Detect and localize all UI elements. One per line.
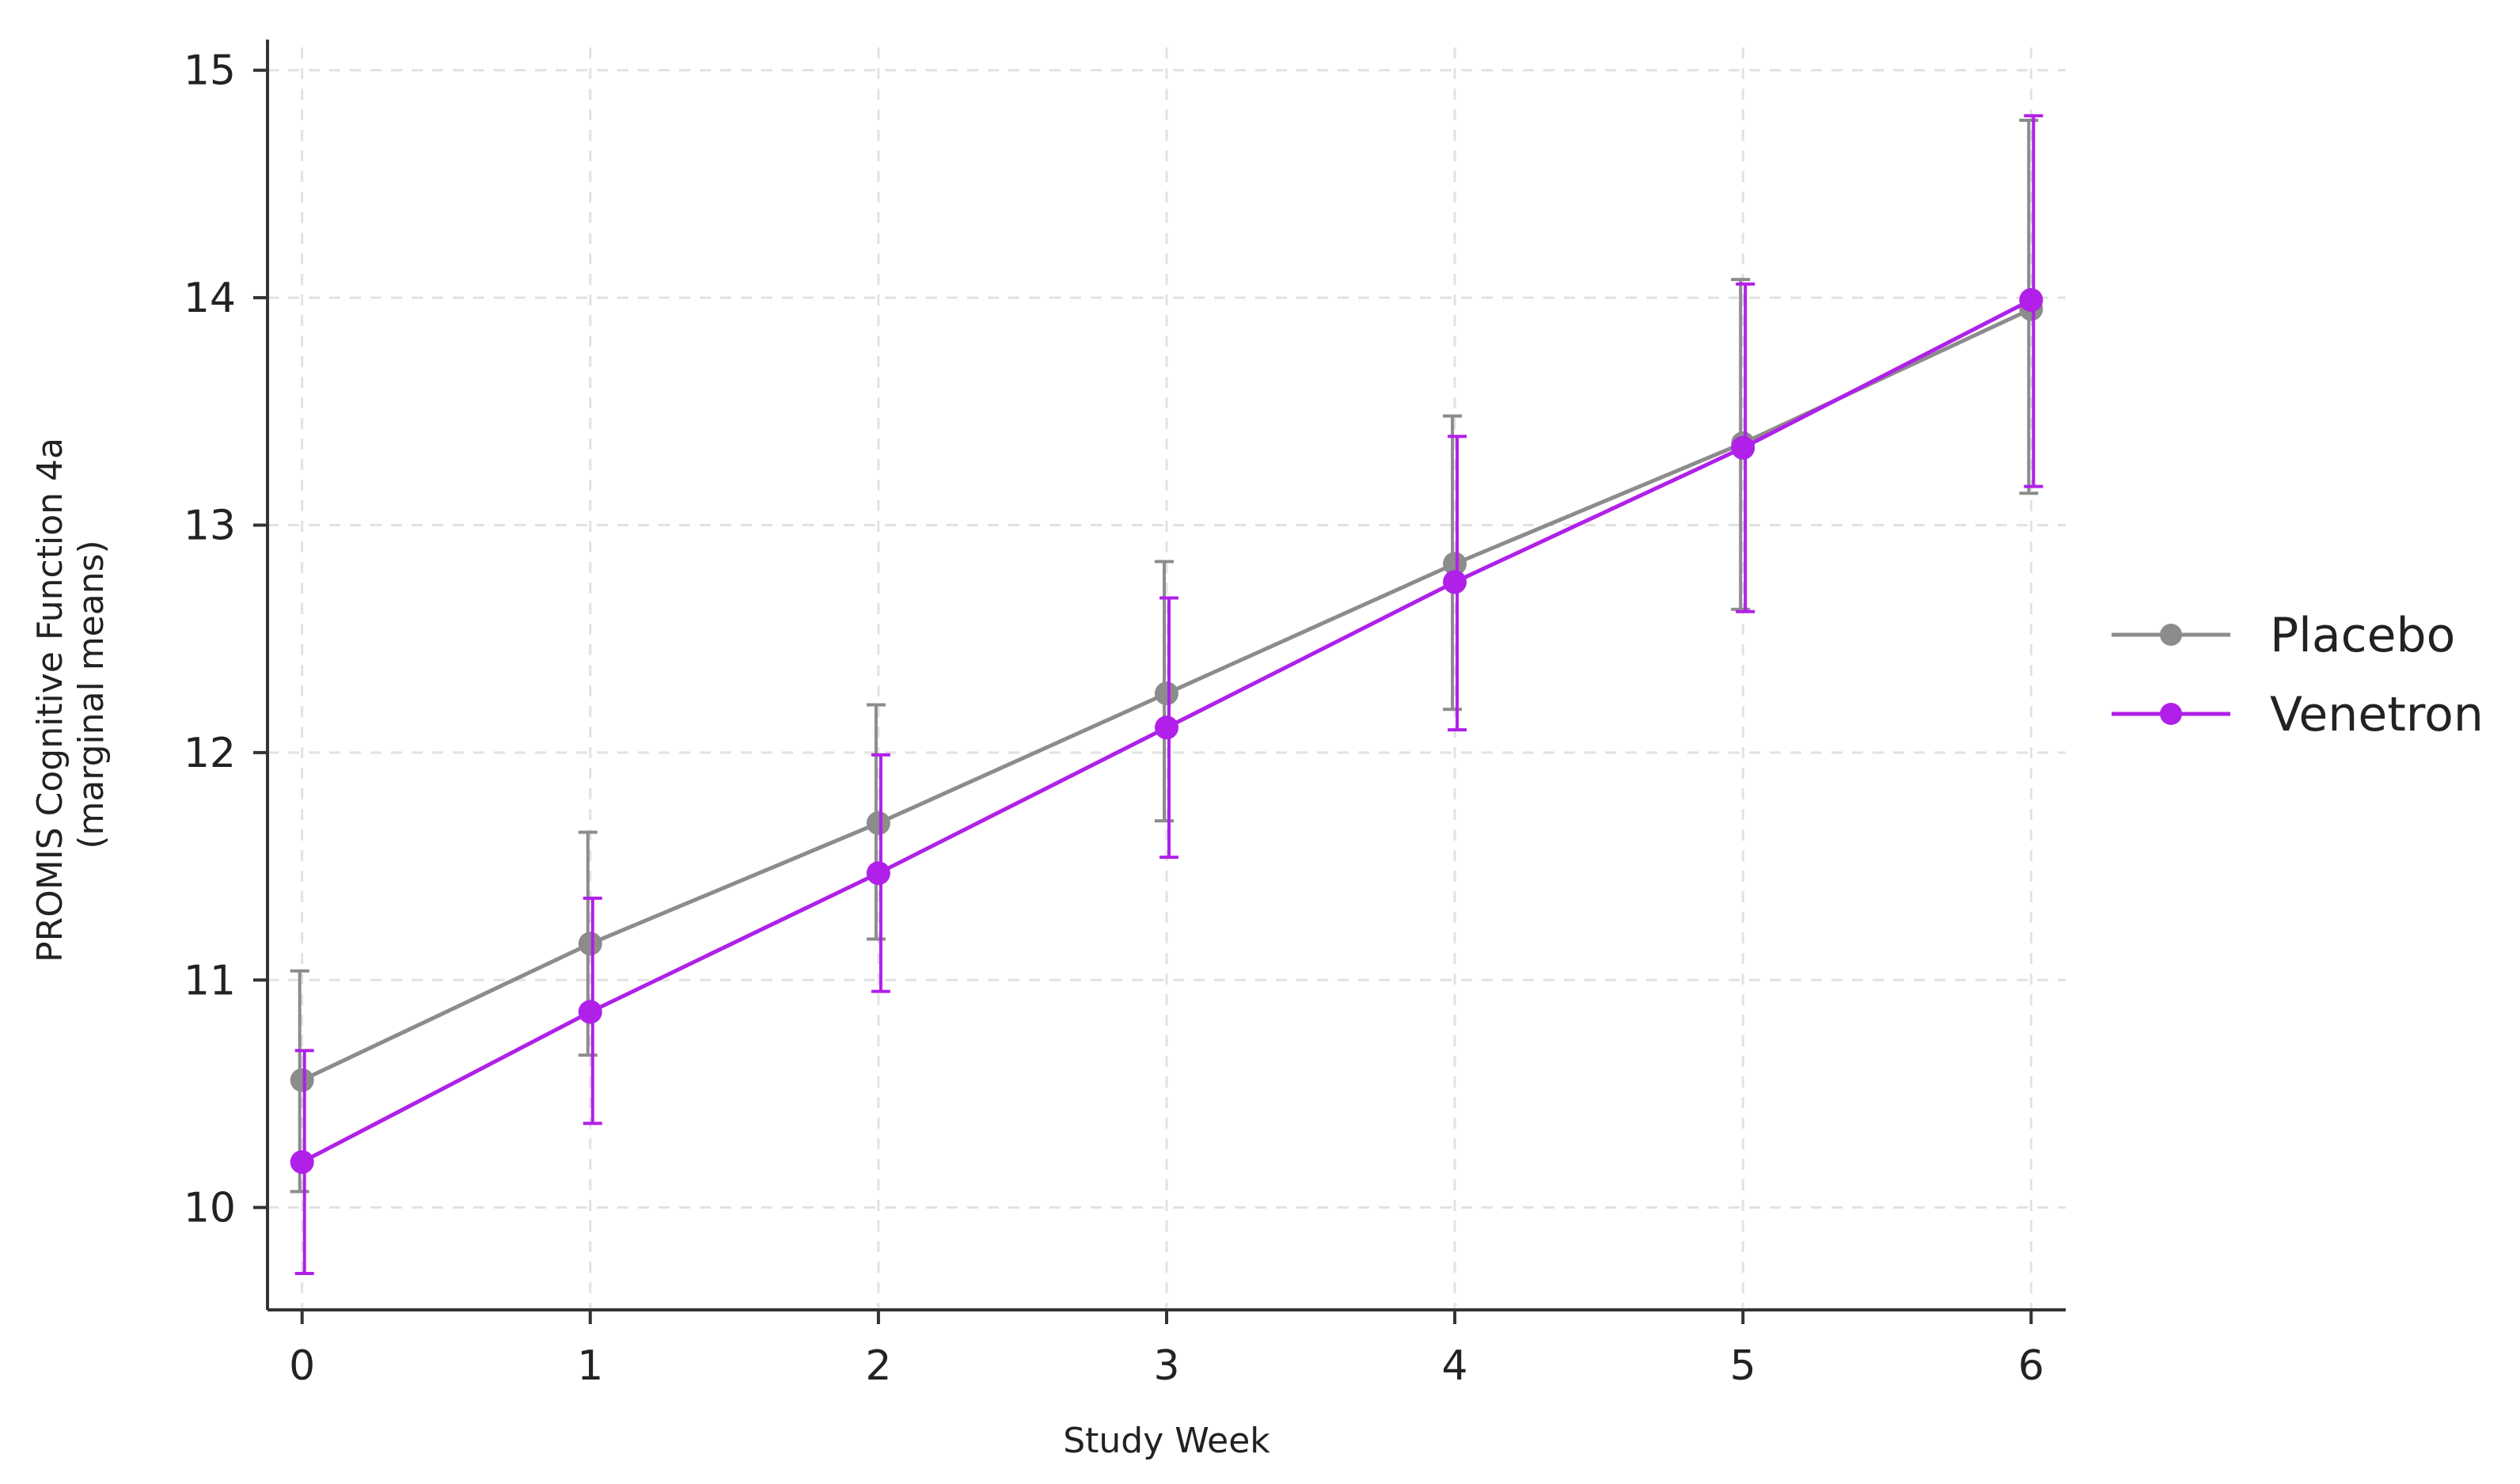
placebo-point-3: [1155, 681, 1178, 706]
placebo-point-2: [866, 810, 890, 835]
y-tick-label-15: 15: [184, 47, 236, 95]
x-tick-label-4: 4: [1442, 1342, 1468, 1390]
legend-item-placebo: Placebo: [2112, 608, 2455, 663]
y-tick-label-11: 11: [184, 957, 236, 1004]
placebo-point-4: [1443, 552, 1467, 576]
placebo-point-1: [578, 932, 602, 956]
y-tick-label-14: 14: [184, 275, 236, 322]
placebo-point-0: [290, 1068, 314, 1092]
x-tick-label-3: 3: [1153, 1342, 1179, 1390]
venetron-point-1: [578, 1000, 602, 1024]
x-tick-label-2: 2: [865, 1342, 891, 1390]
series-venetron: [290, 114, 2044, 1276]
legend-item-venetron: Venetron: [2112, 687, 2484, 742]
venetron-point-2: [866, 861, 890, 886]
legend-swatch-marker: [2160, 624, 2182, 646]
venetron-point-0: [290, 1150, 314, 1175]
x-tick-label-0: 0: [289, 1342, 315, 1390]
legend: Placebo Venetron: [2112, 608, 2484, 742]
y-tick-label-12: 12: [184, 730, 236, 777]
x-tick-label-6: 6: [2018, 1342, 2044, 1390]
legend-label: Venetron: [2270, 687, 2484, 742]
y-tick-label-13: 13: [184, 503, 236, 550]
venetron-point-6: [2019, 288, 2044, 312]
y-tick-label-10: 10: [184, 1185, 236, 1232]
venetron-point-5: [1731, 435, 1755, 460]
axes: [253, 40, 2066, 1324]
y-axis-title-line-1: PROMIS Cognitive Function 4a: [30, 438, 70, 962]
legend-label: Placebo: [2270, 608, 2455, 663]
venetron-point-3: [1155, 715, 1178, 740]
series-layer: [290, 114, 2044, 1276]
legend-swatch-marker: [2160, 703, 2182, 725]
x-axis-title: Study Week: [1063, 1421, 1270, 1461]
x-tick-label-5: 5: [1730, 1342, 1756, 1390]
venetron-point-4: [1443, 570, 1467, 594]
y-axis-title-line-2: (marginal means): [71, 540, 112, 848]
gridlines: [268, 47, 2066, 1310]
y-axis-title: PROMIS Cognitive Function 4a (marginal m…: [30, 427, 112, 962]
x-tick-label-1: 1: [577, 1342, 603, 1390]
